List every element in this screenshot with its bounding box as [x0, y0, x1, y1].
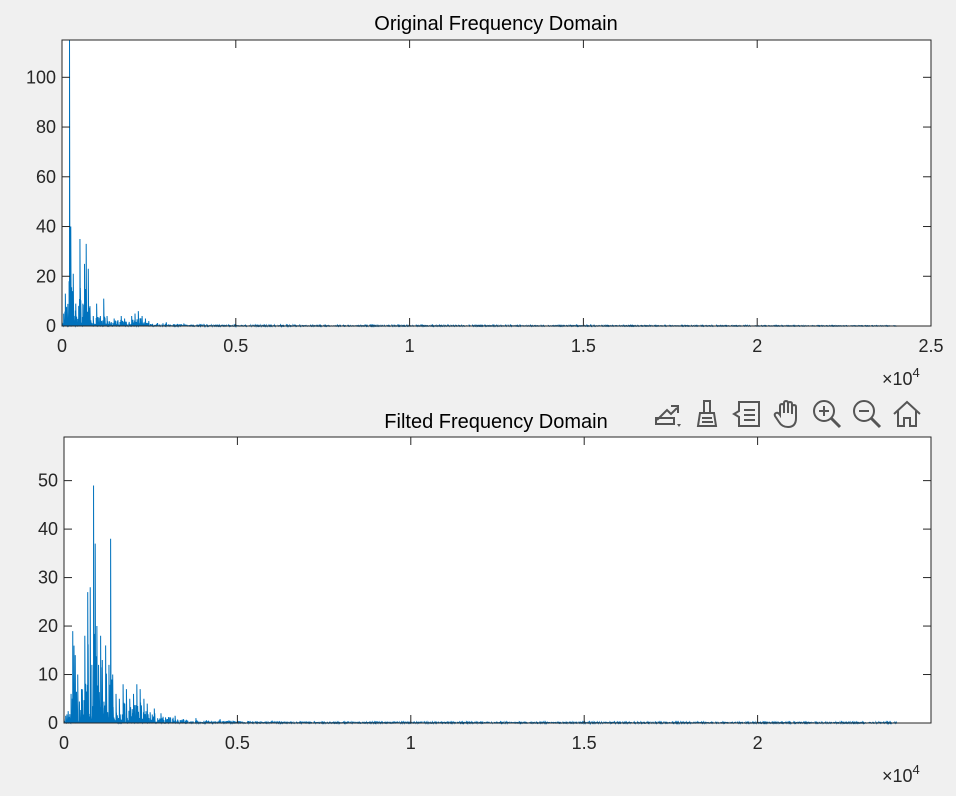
datatip-icon	[732, 401, 760, 427]
y-tick-label: 10	[38, 665, 58, 685]
y-tick-label: 40	[38, 519, 58, 539]
y-tick-label: 40	[36, 217, 56, 237]
brush-button[interactable]	[688, 395, 726, 433]
zoom-out-button[interactable]	[848, 395, 886, 433]
x-tick-label: 0	[57, 336, 67, 356]
x-exponent-label: ×104	[882, 365, 920, 389]
axes-original-frequency-domain[interactable]: Original Frequency Domain 0 0.5 1 1.5 2 2.5 0 2…	[26, 13, 944, 389]
axes-box	[63, 436, 932, 724]
axes-background	[64, 437, 931, 723]
zoom-in-button[interactable]	[808, 395, 846, 433]
x-tick-label: 0.5	[225, 733, 250, 753]
datatip-button[interactable]	[728, 395, 766, 433]
y-tick-label: 0	[46, 316, 56, 336]
x-tick-label: 0.5	[223, 336, 248, 356]
y-tick-label: 100	[26, 67, 56, 87]
x-exponent-label: ×104	[882, 762, 920, 786]
chart-title: Original Frequency Domain	[374, 13, 617, 35]
y-tick-label: 60	[36, 167, 56, 187]
axes-background	[62, 40, 931, 326]
x-tick-label: 1	[405, 336, 415, 356]
x-tick-label: 1.5	[572, 733, 597, 753]
axes-toolbar	[648, 394, 926, 434]
x-tick-label: 2	[752, 336, 762, 356]
y-tick-label: 30	[38, 568, 58, 588]
brush-icon	[696, 400, 718, 427]
home-button[interactable]	[888, 395, 926, 433]
x-tick-label: 2.5	[918, 336, 943, 356]
chart-title: Filted Frequency Domain	[384, 411, 607, 433]
y-tick-label: 20	[36, 266, 56, 286]
x-tick-label: 2	[753, 733, 763, 753]
export-icon	[655, 405, 681, 427]
x-tick-label: 1.5	[571, 336, 596, 356]
axes-filtered-frequency-domain[interactable]: Filted Frequency Domain 0 0.5 1 1.5 20102030…	[38, 411, 932, 786]
axes-box	[61, 39, 932, 327]
y-tick-label: 80	[36, 117, 56, 137]
zoom-in-icon	[813, 400, 842, 429]
home-icon	[893, 400, 921, 427]
x-tick-label: 0	[59, 733, 69, 753]
zoom-out-icon	[853, 400, 882, 429]
y-tick-label: 50	[38, 471, 58, 491]
y-tick-label: 20	[38, 616, 58, 636]
pan-icon	[773, 399, 797, 429]
y-tick-label: 0	[48, 713, 58, 733]
x-tick-label: 1	[406, 733, 416, 753]
pan-button[interactable]	[768, 395, 806, 433]
export-button[interactable]	[648, 395, 686, 433]
